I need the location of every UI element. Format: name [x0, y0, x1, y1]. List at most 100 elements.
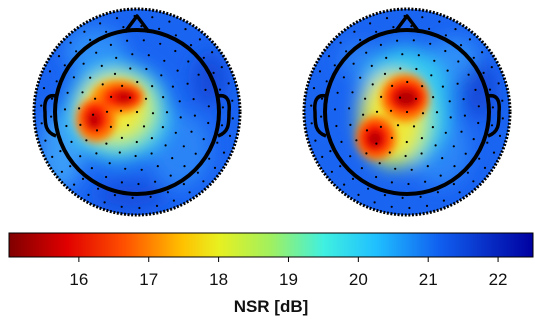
colorbar-tick-label: 19: [279, 270, 298, 289]
electrode-dot: [78, 107, 81, 110]
electrode-dot: [202, 138, 205, 141]
electrode-dot: [441, 157, 444, 160]
electrode-dot: [212, 71, 215, 74]
colorbar-label: NSR [dB]: [234, 297, 309, 316]
electrode-dot: [129, 67, 132, 70]
electrode-dot: [417, 54, 420, 57]
electrode-dot: [375, 30, 378, 33]
electrode-dot: [389, 109, 393, 112]
electrode-dot: [410, 168, 413, 171]
electrode-dot: [85, 139, 88, 142]
electrode-dot: [410, 25, 413, 28]
electrode-dot: [228, 134, 232, 137]
electrode-dot: [448, 100, 451, 103]
electrode-dot: [339, 165, 342, 168]
colorbar-ticks: 16 17 18 19 20 21 22: [69, 257, 508, 289]
electrode-dot: [353, 30, 356, 33]
electrode-dot: [501, 117, 504, 120]
electrode-dot: [365, 51, 368, 54]
electrode-dot: [321, 155, 324, 158]
electrode-dot: [137, 182, 140, 186]
electrode-dot: [57, 55, 61, 58]
electrode-dot: [120, 205, 123, 208]
electrode-dot: [174, 34, 177, 37]
electrode-dot: [160, 74, 163, 77]
electrode-dot: [431, 126, 434, 129]
electrode-dot: [73, 183, 76, 186]
electrode-dot: [149, 195, 152, 198]
electrode-dot: [95, 129, 99, 132]
electrode-dot: [166, 191, 169, 194]
electrode-dot: [399, 67, 402, 70]
electrode-dot: [124, 167, 127, 170]
electrode-dot: [472, 180, 475, 183]
electrode-dot: [51, 155, 54, 158]
electrode-dot: [474, 88, 477, 91]
electrode-dot: [188, 191, 191, 194]
electrode-dot: [325, 80, 328, 83]
electrode-dot: [333, 108, 337, 111]
electrode-dot: [113, 72, 117, 75]
electrode-dot: [194, 152, 197, 155]
electrode-dot: [429, 42, 432, 45]
electrode-dot: [119, 109, 123, 112]
electrode-dot: [310, 122, 313, 125]
electrode-dot: [63, 108, 67, 111]
electrode-dot: [343, 183, 346, 186]
electrode-dot: [100, 64, 103, 67]
electrode-dot: [359, 76, 362, 79]
electrode-dot: [405, 110, 409, 114]
electrode-dot: [452, 183, 455, 186]
electrode-dot: [155, 204, 159, 207]
electrode-dot: [165, 111, 169, 114]
colorbar-tick-label: 20: [349, 270, 368, 289]
colorbar-tick-label: 16: [69, 270, 88, 289]
electrode-dot: [380, 95, 383, 98]
electrode-grid: [310, 14, 504, 210]
electrode-dot: [216, 141, 219, 144]
colorbar-tick-label: 21: [419, 270, 438, 289]
electrode-dot: [404, 154, 407, 158]
electrode-dot: [421, 112, 425, 115]
electrode-dot: [456, 82, 459, 85]
colorbar-tick-label: 18: [209, 270, 228, 289]
electrode-dot: [99, 22, 102, 25]
electrode-dot: [388, 151, 391, 154]
electrode-dot: [449, 116, 452, 119]
electrode-dot: [171, 157, 174, 160]
electrode-dot: [436, 191, 439, 194]
electrode-dot: [95, 51, 98, 54]
electrode-dot: [453, 165, 456, 168]
electrode-dot: [408, 206, 411, 210]
electrode-dot: [364, 97, 367, 100]
electrode-dot: [118, 151, 121, 154]
electrode-dot: [97, 187, 100, 190]
electrode-dot: [193, 114, 196, 117]
electrode-dot: [142, 125, 146, 128]
electrode-dot: [345, 50, 348, 53]
electrode-dot: [44, 139, 47, 142]
electrode-dot: [336, 91, 339, 94]
electrode-dot: [312, 87, 316, 90]
electrode-dot: [379, 125, 382, 128]
electrode-dot: [432, 96, 435, 99]
electrode-dot: [428, 27, 431, 30]
electrode-dot: [472, 138, 475, 141]
left-ear: [43, 93, 57, 138]
electrode-dot: [190, 130, 193, 133]
electrode-dot: [145, 67, 148, 71]
electrode-dot: [227, 82, 230, 85]
electrode-dot: [134, 154, 137, 158]
electrode-dot: [174, 49, 177, 53]
electrode-dot: [318, 70, 322, 73]
electrode-dot: [72, 76, 75, 79]
electrode-dot: [122, 26, 125, 29]
electrode-dot: [420, 152, 423, 155]
electrode-dot: [421, 85, 424, 88]
right-ear: [217, 93, 231, 138]
electrode-dot: [92, 113, 95, 116]
electrode-dot: [198, 38, 201, 41]
electrode-dot: [182, 183, 185, 186]
electrode-dot: [430, 74, 433, 77]
electrode-dot: [401, 53, 404, 56]
